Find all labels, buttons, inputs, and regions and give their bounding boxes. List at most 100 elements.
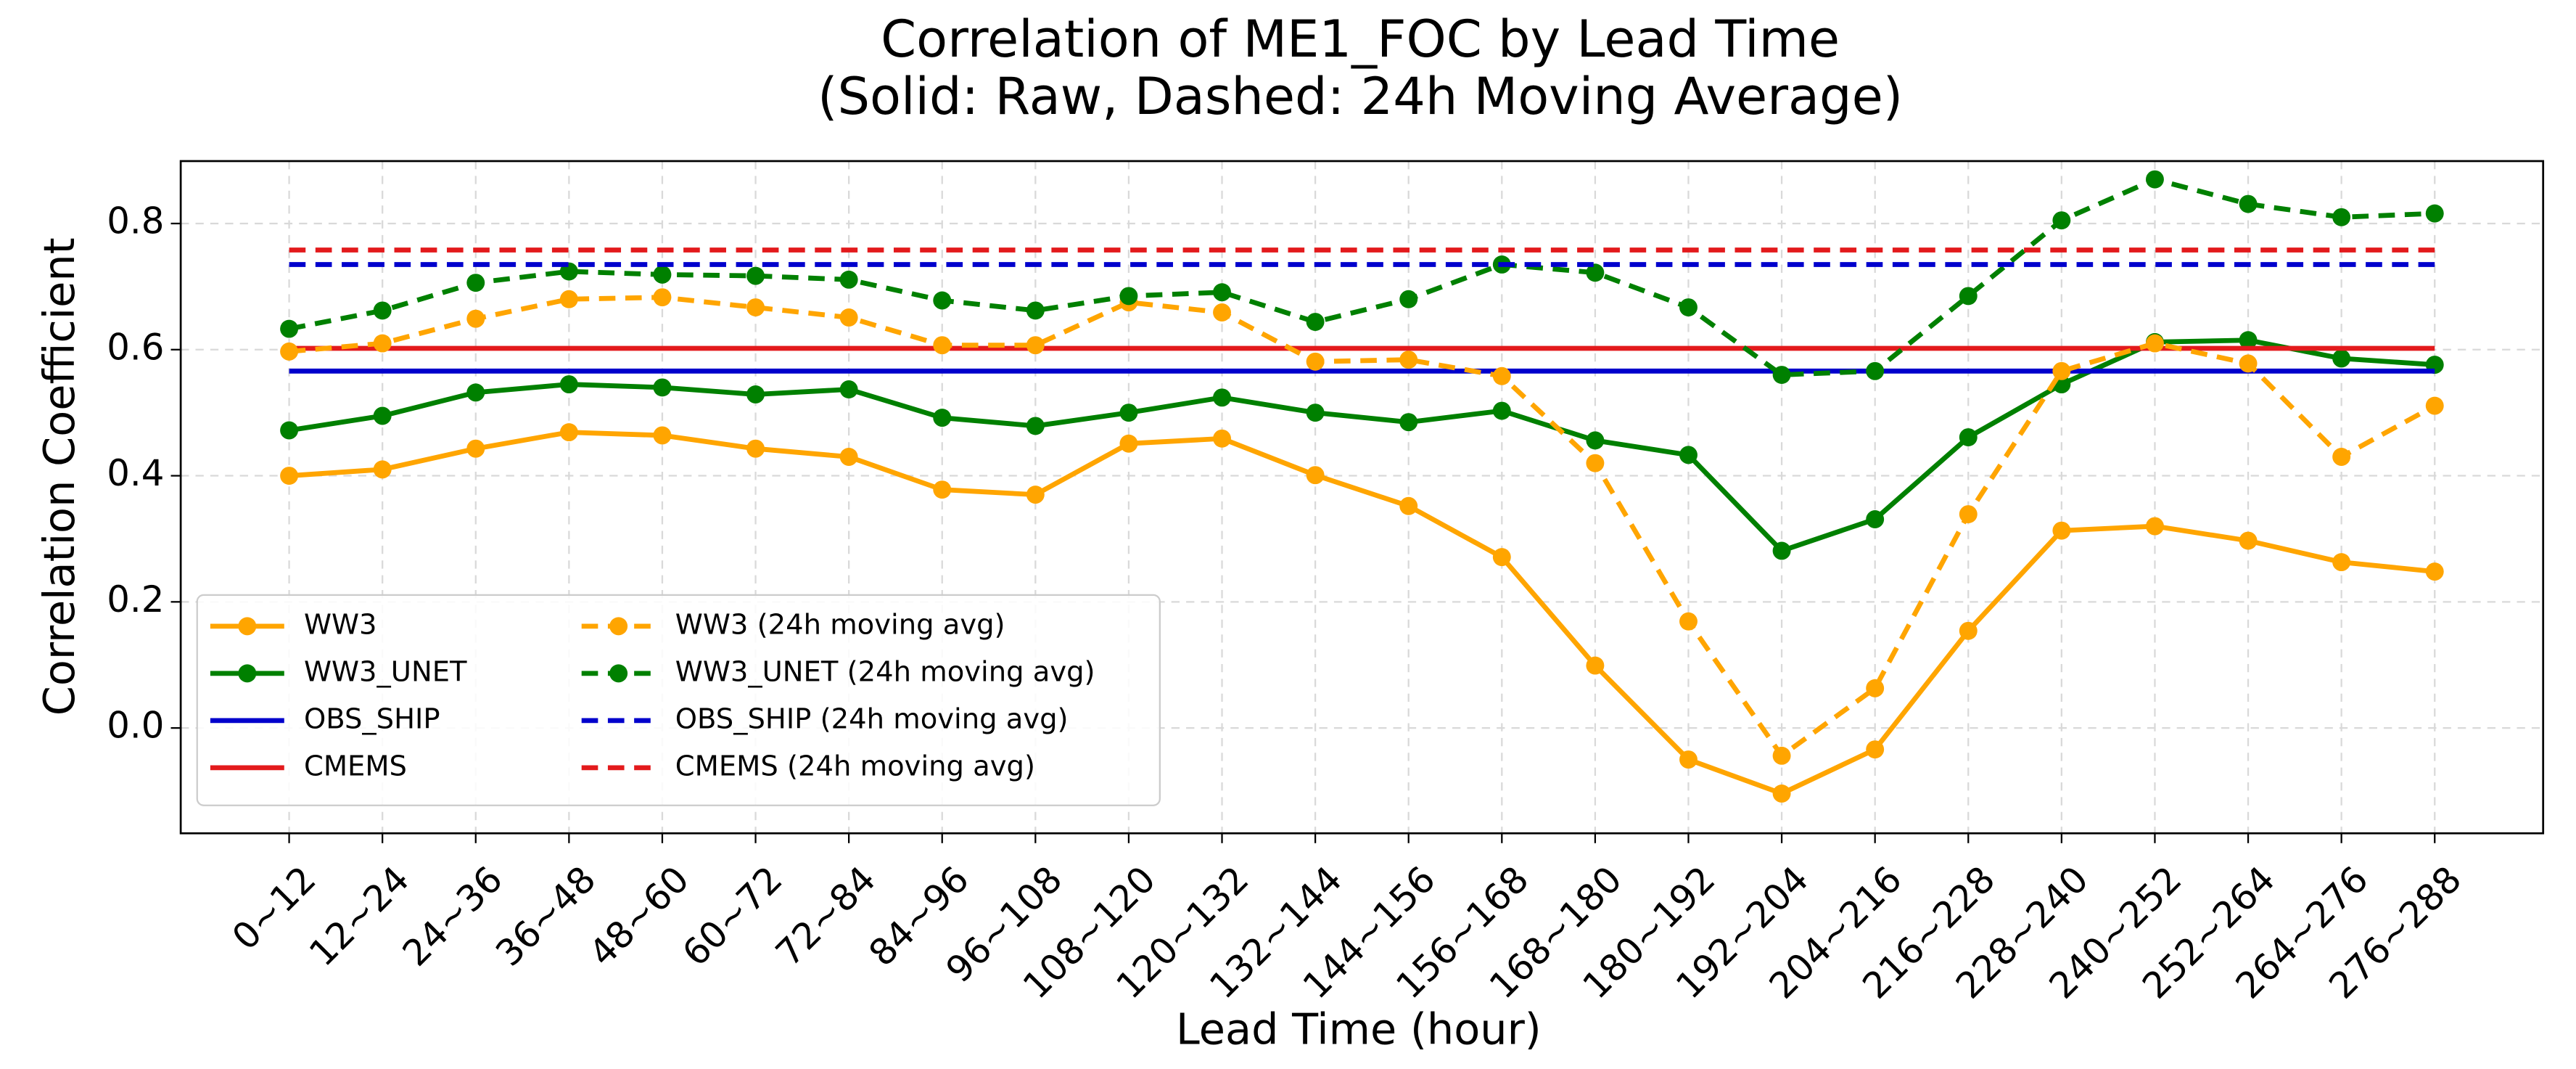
plot-frame: [179, 160, 2545, 835]
data-point: [2239, 531, 2258, 550]
series-line: [288, 176, 2435, 377]
data-point: [1772, 541, 1791, 560]
data-point: [1679, 298, 1698, 317]
chart-subtitle: (Solid: Raw, Dashed: 24h Moving Average): [818, 67, 1903, 126]
data-point: [2332, 208, 2351, 226]
data-point: [559, 375, 578, 394]
data-point: [2146, 334, 2164, 353]
data-point: [653, 426, 672, 445]
data-point: [1026, 301, 1045, 320]
x-tick-label: 36~48: [487, 858, 604, 974]
series-line: [289, 337, 2435, 554]
data-point: [2332, 553, 2351, 572]
data-point: [1959, 428, 1978, 447]
data-point: [839, 380, 858, 398]
y-tick-label: 0.2: [107, 578, 164, 620]
data-point: [933, 291, 952, 310]
data-point: [1772, 366, 1791, 384]
data-point: [466, 309, 485, 328]
data-point: [933, 480, 952, 499]
legend: WW3 WW3_UNET OBS_SHIP CMEMS WW3 (24h moving …: [196, 594, 1161, 806]
legend-box: [196, 594, 1161, 806]
data-point: [653, 288, 672, 307]
data-point: [653, 378, 672, 397]
data-point: [2425, 396, 2444, 415]
data-point: [373, 406, 392, 425]
data-point: [1399, 496, 1418, 515]
data-point: [1026, 336, 1045, 355]
data-point: [2052, 521, 2071, 540]
series-line: [289, 430, 2435, 797]
data-point: [1772, 785, 1791, 803]
data-point: [1586, 263, 1605, 282]
data-point: [559, 423, 578, 442]
data-point: [1586, 431, 1605, 450]
data-point: [280, 319, 299, 338]
data-point: [1213, 283, 1231, 302]
x-axis-label: Lead Time (hour): [1176, 1004, 1542, 1054]
data-point: [280, 421, 299, 440]
legend-label: WW3_UNET (24h moving avg): [675, 655, 1095, 688]
data-point: [1866, 510, 1885, 528]
data-point: [1213, 388, 1231, 407]
data-point: [466, 439, 485, 458]
legend-label: WW3_UNET: [304, 655, 467, 688]
data-point: [839, 448, 858, 466]
data-point: [1399, 351, 1418, 369]
data-point: [2052, 211, 2071, 230]
data-point: [1399, 290, 1418, 308]
y-tick-label: 0.6: [107, 326, 164, 368]
data-point: [1306, 466, 1325, 485]
data-point: [2146, 170, 2164, 189]
data-point: [1119, 404, 1138, 422]
data-point: [1679, 612, 1698, 631]
data-point: [2052, 361, 2071, 380]
data-point: [653, 265, 672, 284]
data-point: [2146, 517, 2164, 536]
data-point: [2425, 204, 2444, 223]
data-point: [1119, 434, 1138, 453]
data-point: [2332, 448, 2351, 466]
data-point: [1586, 454, 1605, 472]
legend-label: WW3 (24h moving avg): [675, 608, 1005, 641]
data-point: [746, 439, 765, 458]
data-point: [1492, 548, 1511, 567]
data-point: [1492, 366, 1511, 385]
data-point: [559, 290, 578, 308]
y-axis-label: Correlation Coefficient: [34, 237, 84, 716]
legend-label: OBS_SHIP: [304, 703, 440, 735]
data-point: [280, 342, 299, 361]
legend-marker: [238, 617, 257, 636]
data-point: [1772, 746, 1791, 765]
data-point: [2239, 331, 2258, 350]
data-point: [1026, 417, 1045, 435]
data-point: [839, 308, 858, 327]
data-point: [2239, 194, 2258, 213]
data-point: [933, 336, 952, 355]
x-tick-label: 24~36: [395, 858, 511, 974]
legend-marker: [238, 664, 257, 683]
x-tick-label: 48~60: [581, 858, 697, 974]
data-point: [1959, 287, 1978, 306]
data-point: [1959, 505, 1978, 524]
data-point: [839, 270, 858, 289]
data-point: [1119, 287, 1138, 306]
data-point: [746, 266, 765, 285]
x-tick-label: 12~24: [301, 858, 417, 974]
y-tick-label: 0.4: [107, 452, 164, 494]
data-point: [466, 274, 485, 292]
data-point: [2239, 354, 2258, 373]
data-point: [1026, 486, 1045, 504]
data-point: [1586, 656, 1605, 675]
legend-label: CMEMS (24h moving avg): [675, 750, 1035, 782]
data-point: [1306, 313, 1325, 331]
data-point: [280, 467, 299, 486]
data-point: [373, 460, 392, 479]
data-point: [2332, 349, 2351, 368]
data-point: [2425, 562, 2444, 581]
data-point: [746, 385, 765, 404]
data-point: [1492, 401, 1511, 420]
data-point: [373, 301, 392, 320]
y-tick-label: 0.0: [107, 705, 164, 747]
